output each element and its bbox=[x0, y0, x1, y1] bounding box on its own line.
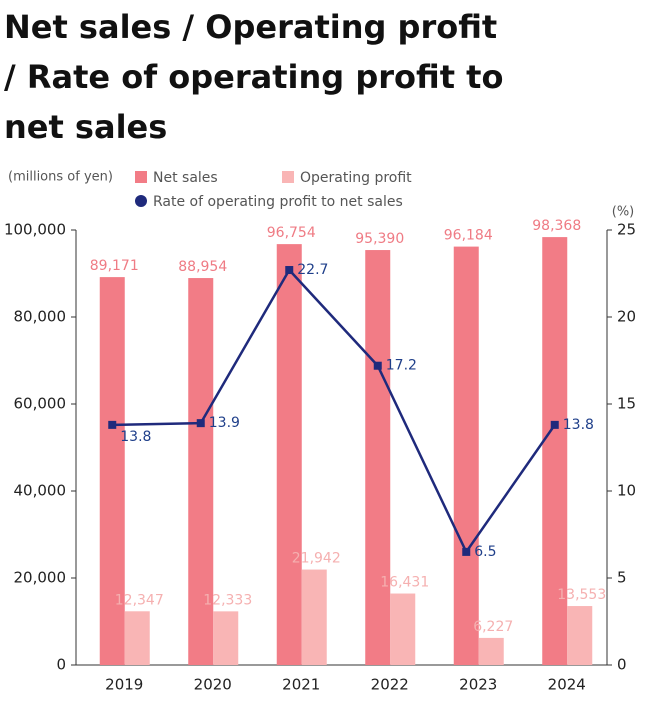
value-label: 13,553 bbox=[557, 587, 606, 603]
value-label: 16,431 bbox=[380, 575, 429, 591]
bar bbox=[301, 569, 327, 665]
bar bbox=[453, 246, 479, 665]
x-tick-label: 2019 bbox=[105, 676, 143, 694]
title-line: / Rate of operating profit to bbox=[4, 58, 504, 96]
y-tick-label: 60,000 bbox=[14, 395, 67, 413]
value-label: 98,368 bbox=[532, 218, 581, 234]
x-tick-label: 2023 bbox=[459, 676, 497, 694]
bar bbox=[124, 611, 150, 665]
point bbox=[462, 547, 471, 556]
chart-title: Net sales / Operating profit / Rate of o… bbox=[4, 2, 503, 152]
point bbox=[196, 419, 205, 428]
x-tick-label: 2024 bbox=[548, 676, 586, 694]
x-tick-label: 2022 bbox=[371, 676, 409, 694]
legend-label: Rate of operating profit to net sales bbox=[153, 194, 403, 210]
value-label: 96,754 bbox=[267, 225, 316, 241]
point bbox=[108, 420, 117, 429]
value-label: 6,227 bbox=[473, 619, 513, 635]
bar bbox=[213, 611, 239, 665]
value-label: 95,390 bbox=[355, 231, 404, 247]
y2-tick-label: 10 bbox=[617, 482, 636, 500]
y-tick-label: 80,000 bbox=[14, 308, 67, 326]
y-tick-label: 0 bbox=[56, 656, 66, 674]
y2-tick-label: 25 bbox=[617, 221, 636, 239]
value-label: 96,184 bbox=[444, 228, 493, 244]
x-tick-label: 2020 bbox=[194, 676, 232, 694]
legend-swatch bbox=[135, 171, 147, 183]
bar bbox=[390, 593, 416, 665]
bar bbox=[365, 250, 391, 665]
value-label: 88,954 bbox=[178, 259, 227, 275]
y-axis-label: (millions of yen) bbox=[8, 170, 113, 185]
line bbox=[112, 267, 556, 555]
value-label: 13.8 bbox=[563, 417, 594, 433]
title-line: net sales bbox=[4, 108, 168, 146]
bar bbox=[276, 244, 302, 665]
x-tick-label: 2021 bbox=[282, 676, 320, 694]
y2-tick-label: 0 bbox=[617, 656, 627, 674]
title-line: Net sales / Operating profit bbox=[4, 8, 498, 46]
legend-swatch bbox=[135, 195, 147, 207]
value-label: 22.7 bbox=[297, 262, 328, 278]
value-label: 89,171 bbox=[90, 258, 139, 274]
bar bbox=[542, 237, 568, 666]
bar bbox=[478, 637, 504, 665]
bar bbox=[188, 278, 214, 665]
point bbox=[550, 420, 559, 429]
value-label: 6.5 bbox=[474, 544, 496, 560]
value-label: 13.8 bbox=[120, 429, 151, 445]
value-label: 13.9 bbox=[209, 415, 240, 431]
value-label: 12,347 bbox=[115, 592, 164, 608]
value-label: 12,333 bbox=[203, 592, 252, 608]
value-label: 21,942 bbox=[292, 551, 341, 567]
y2-tick-label: 5 bbox=[617, 569, 627, 587]
point bbox=[373, 361, 382, 370]
point bbox=[285, 266, 294, 275]
legend-label: Net sales bbox=[153, 170, 218, 186]
legend-label: Operating profit bbox=[300, 170, 412, 186]
bar bbox=[99, 277, 125, 665]
y2-axis-label: (%) bbox=[612, 205, 635, 220]
y2-tick-label: 20 bbox=[617, 308, 636, 326]
value-label: 17.2 bbox=[386, 358, 417, 374]
y2-tick-label: 15 bbox=[617, 395, 636, 413]
y-tick-label: 100,000 bbox=[4, 221, 66, 239]
legend-swatch bbox=[282, 171, 294, 183]
y-tick-label: 20,000 bbox=[14, 569, 67, 587]
y-tick-label: 40,000 bbox=[14, 482, 67, 500]
bar bbox=[567, 606, 593, 665]
